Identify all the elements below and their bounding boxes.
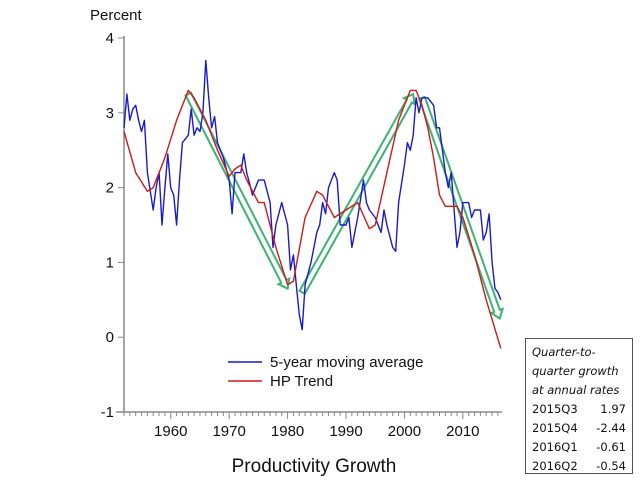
- y-tick-label: 4: [106, 30, 114, 47]
- x-tick-label: 1990: [329, 423, 362, 440]
- quarter: 2016Q2: [532, 459, 578, 473]
- value: -0.61: [596, 440, 626, 454]
- y-tick-label: 0: [106, 329, 114, 346]
- note-row: 2015Q3 1.97: [532, 400, 626, 419]
- y-tick-label: 1: [106, 254, 114, 271]
- y-tick-label: -1: [101, 404, 114, 421]
- axes: 4 3 2 1 0 -1 1960 1970 1980 1990 2000 2010: [101, 30, 502, 440]
- value: -2.44: [596, 421, 626, 435]
- quarter: 2016Q1: [532, 440, 578, 454]
- x-tick-label: 1970: [212, 423, 245, 440]
- y-tick-label: 3: [106, 105, 114, 122]
- quarterly-growth-box: Quarter-to- quarter growth at annual rat…: [525, 338, 633, 474]
- y-axis-label: Percent: [90, 7, 143, 24]
- value: 1.97: [600, 402, 626, 416]
- moving-average-line: [123, 59, 502, 331]
- note-heading-3: at annual rates: [532, 383, 620, 397]
- legend-label-hp: HP Trend: [270, 373, 333, 390]
- value: -0.54: [596, 459, 626, 473]
- x-tick-label: 1980: [271, 423, 304, 440]
- legend: 5-year moving average HP Trend: [228, 354, 423, 390]
- hp-trend-line: [123, 89, 502, 349]
- quarter: 2015Q3: [532, 402, 578, 416]
- note-heading-1: Quarter-to-: [532, 345, 596, 359]
- series-lines: [123, 59, 502, 349]
- note-row: 2016Q1 -0.61: [532, 438, 626, 457]
- x-tick-label: 1960: [154, 423, 187, 440]
- y-tick-label: 2: [106, 180, 114, 197]
- chart-title: Productivity Growth: [232, 456, 397, 477]
- trend-arrow: [417, 95, 505, 321]
- legend-label-ma: 5-year moving average: [270, 354, 423, 371]
- note-heading-2: quarter growth: [532, 364, 619, 378]
- x-tick-label: 2010: [446, 423, 479, 440]
- quarter: 2015Q4: [532, 421, 578, 435]
- note-row: 2015Q4 -2.44: [532, 419, 626, 438]
- note-row: 2016Q2 -0.54: [532, 457, 626, 476]
- x-tick-label: 2000: [388, 423, 421, 440]
